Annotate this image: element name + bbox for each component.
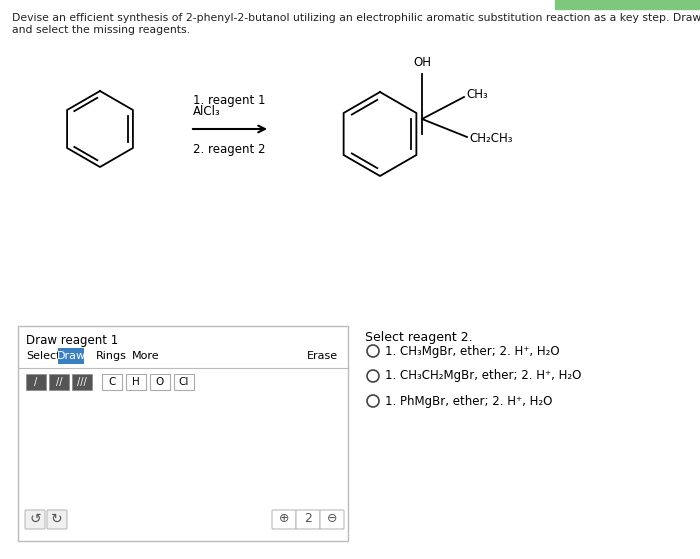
FancyBboxPatch shape [174, 374, 194, 390]
Text: ///: /// [77, 377, 87, 387]
Text: ⊕: ⊕ [279, 513, 289, 525]
Text: Draw: Draw [57, 351, 85, 361]
FancyBboxPatch shape [272, 510, 296, 529]
FancyBboxPatch shape [58, 348, 84, 364]
FancyBboxPatch shape [26, 374, 46, 390]
Text: Draw reagent 1: Draw reagent 1 [26, 334, 118, 347]
Text: and select the missing reagents.: and select the missing reagents. [12, 25, 190, 35]
FancyBboxPatch shape [296, 510, 320, 529]
Text: ⊖: ⊖ [327, 513, 337, 525]
Text: //: // [56, 377, 62, 387]
Text: /: / [34, 377, 38, 387]
Text: CH₃: CH₃ [466, 88, 488, 102]
Text: 1. reagent 1: 1. reagent 1 [193, 94, 265, 107]
Text: ↺: ↺ [29, 512, 41, 526]
Text: 2. reagent 2: 2. reagent 2 [193, 143, 265, 156]
Text: Rings: Rings [96, 351, 127, 361]
Text: H: H [132, 377, 140, 387]
Text: OH: OH [413, 56, 431, 69]
Bar [555, 0, 700, 9]
FancyBboxPatch shape [102, 374, 122, 390]
Text: 1. CH₃CH₂MgBr, ether; 2. H⁺, H₂O: 1. CH₃CH₂MgBr, ether; 2. H⁺, H₂O [385, 369, 582, 382]
Text: Devise an efficient synthesis of 2-phenyl-2-butanol utilizing an electrophilic a: Devise an efficient synthesis of 2-pheny… [12, 13, 700, 23]
Text: AlCl₃: AlCl₃ [193, 105, 220, 118]
Text: C: C [108, 377, 116, 387]
FancyBboxPatch shape [25, 510, 45, 529]
Text: 1. PhMgBr, ether; 2. H⁺, H₂O: 1. PhMgBr, ether; 2. H⁺, H₂O [385, 395, 552, 408]
FancyBboxPatch shape [47, 510, 67, 529]
FancyBboxPatch shape [150, 374, 170, 390]
Text: O: O [156, 377, 164, 387]
FancyBboxPatch shape [320, 510, 344, 529]
Text: Cl: Cl [178, 377, 189, 387]
Text: More: More [132, 351, 160, 361]
Text: Select reagent 2.: Select reagent 2. [365, 331, 472, 344]
Text: Select: Select [26, 351, 60, 361]
FancyBboxPatch shape [18, 326, 348, 541]
Text: Erase: Erase [307, 351, 338, 361]
Text: 2: 2 [304, 513, 312, 525]
FancyBboxPatch shape [126, 374, 146, 390]
FancyBboxPatch shape [72, 374, 92, 390]
FancyBboxPatch shape [49, 374, 69, 390]
Text: 1. CH₃MgBr, ether; 2. H⁺, H₂O: 1. CH₃MgBr, ether; 2. H⁺, H₂O [385, 344, 559, 358]
Text: ↻: ↻ [51, 512, 63, 526]
Text: CH₂CH₃: CH₂CH₃ [469, 132, 512, 145]
